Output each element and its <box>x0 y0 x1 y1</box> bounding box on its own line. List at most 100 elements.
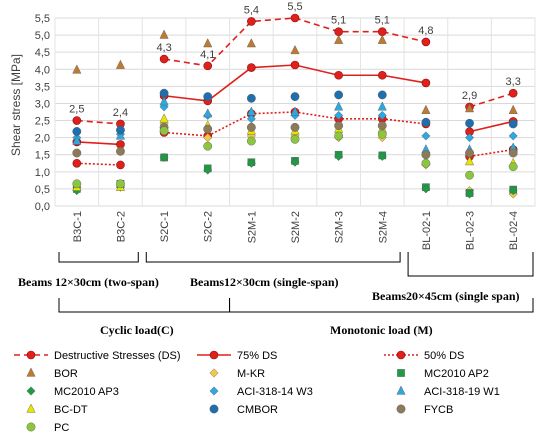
ds-lines <box>72 13 518 170</box>
legend-label: Destructive Stresses (DS) <box>54 350 181 362</box>
legend-marker-swatch <box>396 404 406 414</box>
method-point <box>421 158 431 168</box>
category-label: BL-02-3 <box>465 211 477 250</box>
method-point <box>203 108 213 118</box>
method-point <box>116 146 125 156</box>
bracket-two-span <box>58 252 139 263</box>
method-point <box>72 135 82 145</box>
method-point <box>246 93 256 103</box>
legend-label: FYCB <box>424 404 453 416</box>
y-tick-label: 0,0 <box>35 201 50 213</box>
method-point <box>377 121 387 131</box>
method-point <box>465 170 474 180</box>
category-label: S2M-1 <box>246 211 258 243</box>
method-point <box>159 29 169 39</box>
method-point <box>246 158 256 168</box>
method-point <box>465 118 474 128</box>
method-point <box>203 141 213 151</box>
data-label: 4,3 <box>156 42 171 54</box>
category-labels: B3C-1 B3C-2 S2C-1 S2C-2 S2M-1 S2M-2 S2M-3 S2M-4… <box>72 211 520 250</box>
ds-point <box>334 27 343 36</box>
method-point <box>377 129 387 139</box>
category-label: S2M-2 <box>290 211 302 243</box>
data-label: 2,5 <box>69 104 84 116</box>
ds-point <box>377 70 387 80</box>
bracket-single-span-12 <box>145 252 401 263</box>
method-point <box>421 117 431 127</box>
y-tick-label: 1,0 <box>35 167 50 179</box>
method-point <box>203 165 213 175</box>
legend-point-swatch <box>26 350 36 360</box>
legend-marker-swatch <box>209 386 219 396</box>
legend-marker-swatch <box>26 422 36 432</box>
method-point <box>421 150 431 160</box>
method-point <box>115 130 125 140</box>
method-point <box>508 148 518 158</box>
ds-series-line <box>76 141 121 146</box>
group-label-single-span-12: Beams12×30cm (single-span) <box>190 275 339 289</box>
y-tick-label: 3,5 <box>35 81 50 93</box>
ds-point <box>290 60 300 70</box>
data-label: 5,1 <box>375 15 390 27</box>
data-label: 5,4 <box>244 4 259 16</box>
method-point <box>377 151 387 161</box>
method-point <box>465 148 474 158</box>
legend-marker-swatch <box>209 368 219 378</box>
legend-label: M-KR <box>237 368 265 380</box>
method-point <box>72 64 82 74</box>
method-point <box>159 88 169 98</box>
method-point <box>465 133 475 143</box>
method-point <box>377 101 387 111</box>
ds-point <box>72 158 82 168</box>
legend-marker-swatch <box>26 367 36 377</box>
gridlines <box>54 17 536 207</box>
category-label: BL-02-1 <box>421 211 433 250</box>
method-point <box>334 121 344 131</box>
group-brackets <box>58 252 534 313</box>
ds-series-line <box>76 119 121 125</box>
legend-label: ACI-318-14 W3 <box>237 386 313 398</box>
method-point <box>377 110 387 120</box>
legend-label: MC2010 AP2 <box>424 368 489 380</box>
y-axis: 0,0 0,5 1,0 1,5 2,0 2,5 3,0 3,5 4,0 4,5 5,0 5,5 <box>35 13 50 213</box>
group-label-monotonic: Monotonic load (M) <box>330 323 433 337</box>
ds-point <box>247 63 256 72</box>
method-point <box>115 59 125 69</box>
data-label: 3,3 <box>506 76 521 88</box>
category-label: BL-02-4 <box>508 211 520 250</box>
y-tick-label: 4,5 <box>35 47 50 59</box>
legend-label: ACI-318-19 W1 <box>424 386 500 398</box>
category-label: S2C-1 <box>159 211 171 242</box>
method-point <box>508 104 518 114</box>
method-point <box>290 45 300 55</box>
ds-point <box>116 160 125 170</box>
data-labels: 2,5 2,4 4,3 4,1 5,4 5,5 5,1 5,1 4,8 2,9 3,3 <box>69 1 521 119</box>
method-point <box>290 122 300 132</box>
method-point <box>246 136 256 146</box>
y-tick-label: 5,0 <box>35 30 50 42</box>
method-point <box>508 119 518 129</box>
group-label-single-span-20: Beams20×45cm (single span) <box>372 289 520 303</box>
y-tick-label: 4,0 <box>35 64 50 76</box>
legend-label: 75% DS <box>237 350 277 362</box>
method-point <box>334 101 344 111</box>
method-point <box>334 131 344 141</box>
ds-series-line <box>76 162 121 166</box>
category-label: B3C-1 <box>72 211 84 242</box>
ds-point <box>334 70 343 80</box>
method-point <box>508 186 518 196</box>
method-point <box>465 103 475 113</box>
legend-label: MC2010 AP3 <box>54 386 119 398</box>
method-point <box>290 134 300 144</box>
method-point <box>246 38 256 48</box>
ds-point <box>290 13 300 23</box>
method-point <box>465 189 475 199</box>
method-markers <box>72 29 518 199</box>
method-point <box>116 125 125 135</box>
legend-marker-swatch <box>26 403 36 413</box>
y-tick-label: 2,0 <box>35 133 50 145</box>
data-label: 5,1 <box>331 15 346 27</box>
method-point <box>203 124 213 134</box>
method-point <box>72 148 82 158</box>
legend-label: BC-DT <box>54 404 88 416</box>
